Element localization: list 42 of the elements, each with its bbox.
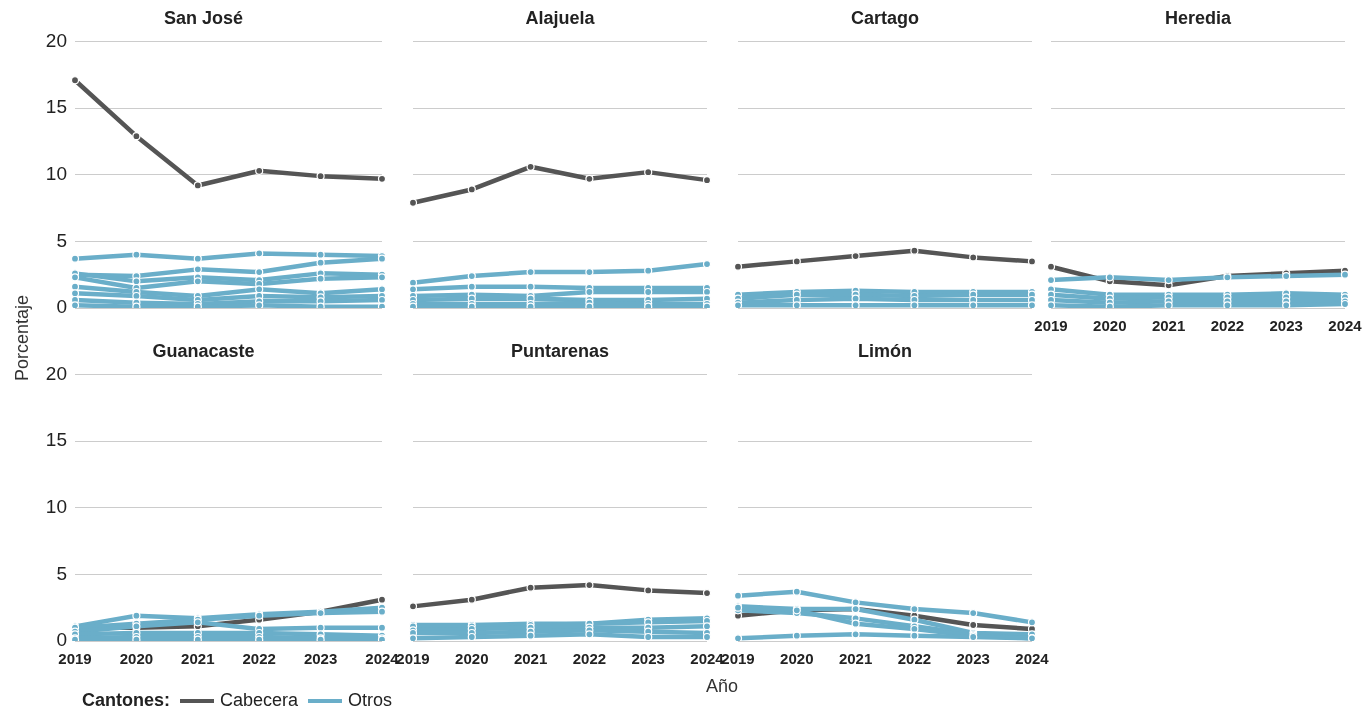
y-tick-label: 15 (45, 429, 67, 451)
chart-title: San José (163, 7, 244, 28)
x-tick-label: 2020 (455, 650, 489, 668)
x-axis-title: Año (705, 676, 739, 697)
y-tick-label: 0 (56, 296, 67, 318)
x-tick-label: 2024 (1015, 650, 1050, 668)
chart-title: Cartago (850, 7, 920, 28)
y-tick-label: 10 (45, 163, 67, 185)
legend-label: Cabecera (219, 690, 299, 711)
x-tick-label: 2023 (1269, 317, 1303, 335)
y-tick-label: 5 (56, 562, 67, 584)
x-tick-label: 2022 (572, 650, 607, 668)
x-tick-label: 2024 (1328, 317, 1363, 335)
y-tick-label: 5 (56, 229, 67, 251)
y-tick-label: 0 (56, 629, 67, 651)
x-tick-label: 2021 (513, 650, 548, 668)
y-axis-title: Porcentaje (11, 294, 33, 382)
chart-title: Puntarenas (510, 340, 610, 361)
x-tick-label: 2021 (1151, 317, 1186, 335)
x-tick-label: 2022 (897, 650, 932, 668)
x-tick-label: 2023 (631, 650, 665, 668)
x-tick-label: 2020 (780, 650, 814, 668)
y-tick-label: 10 (45, 496, 67, 518)
chart-title: Guanacaste (152, 340, 255, 361)
x-tick-label: 2021 (181, 650, 215, 668)
x-tick-label: 2020 (1093, 317, 1127, 335)
x-tick-label: 2022 (242, 650, 276, 668)
y-tick-label: 20 (45, 362, 67, 384)
y-tick-label: 15 (45, 96, 67, 118)
x-tick-label: 2023 (956, 650, 990, 668)
legend-label: Otros (347, 690, 393, 711)
x-tick-label: 2020 (119, 650, 154, 668)
chart-title: Heredia (1164, 7, 1232, 28)
x-tick-label: 2022 (1210, 317, 1245, 335)
x-tick-label: 2023 (303, 650, 338, 668)
x-tick-label: 2021 (838, 650, 873, 668)
x-tick-label: 2019 (1034, 317, 1068, 335)
y-tick-label: 20 (45, 29, 67, 51)
legend-title: Cantones: (82, 690, 171, 711)
chart-title: Limón (858, 340, 912, 361)
chart-title: Alajuela (525, 7, 596, 28)
x-tick-label: 2019 (58, 650, 92, 668)
